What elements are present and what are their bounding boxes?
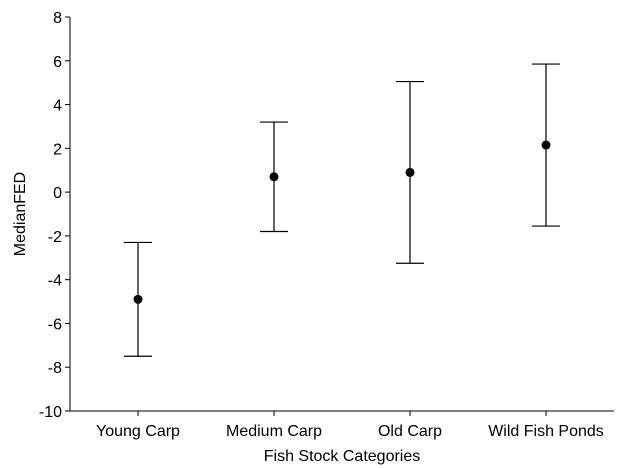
y-tick-label: -4	[48, 273, 62, 290]
error-bars	[124, 63, 560, 357]
data-point	[133, 294, 143, 304]
x-tick-label: Medium Carp	[226, 423, 322, 440]
data-point	[541, 140, 551, 150]
y-tick-label: 4	[53, 98, 62, 115]
y-tick-label: -10	[39, 404, 62, 421]
x-tick-label: Wild Fish Ponds	[488, 423, 604, 440]
data-point	[269, 172, 279, 182]
y-tick-label: -6	[48, 316, 62, 333]
x-tick-label: Young Carp	[96, 423, 180, 440]
y-ticks: 8 6 4 2 0 -2 -4 -6 -8 -10	[39, 10, 70, 421]
y-tick-label: 8	[53, 10, 62, 27]
y-axis-title: MedianFED	[12, 172, 29, 256]
y-tick-label: 0	[53, 185, 62, 202]
x-axis-title: Fish Stock Categories	[264, 448, 421, 465]
data-point	[405, 167, 415, 177]
y-tick-label: 6	[53, 54, 62, 71]
plot-area: 8 6 4 2 0 -2 -4 -6 -8 -10 Young Carp Medium Carp Ol…	[39, 10, 614, 440]
points	[133, 140, 551, 304]
y-tick-label: -8	[48, 360, 62, 377]
y-tick-label: -2	[48, 229, 62, 246]
x-tick-label: Old Carp	[378, 423, 442, 440]
x-ticks: Young Carp Medium Carp Old Carp Wild Fish P…	[96, 411, 604, 440]
y-tick-label: 2	[53, 141, 62, 158]
